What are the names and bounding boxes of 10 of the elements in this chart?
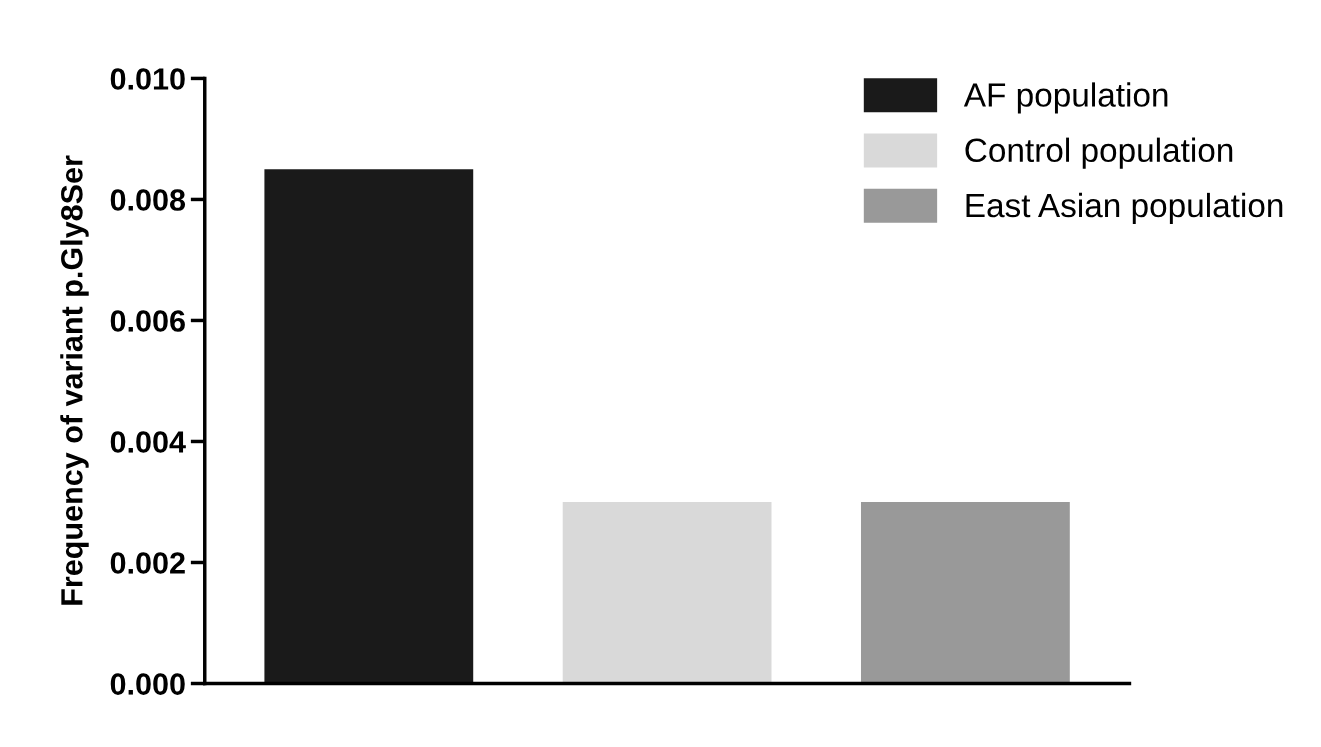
y-tick-label: 0.010 xyxy=(110,68,185,90)
y-tick-label: 0.006 xyxy=(110,310,185,332)
y-tick-label: 0.000 xyxy=(110,673,185,695)
y-tick-label: 0.004 xyxy=(110,431,186,453)
y-axis-title: Frequency of variant p.Gly8Ser xyxy=(60,155,89,605)
legend-label: AF population xyxy=(963,82,1168,114)
y-tick-label: 0.002 xyxy=(110,552,185,574)
legend-label: East Asian population xyxy=(966,192,1283,224)
legend-label: Control population xyxy=(965,137,1233,169)
y-tick-label: 0.008 xyxy=(110,189,186,211)
